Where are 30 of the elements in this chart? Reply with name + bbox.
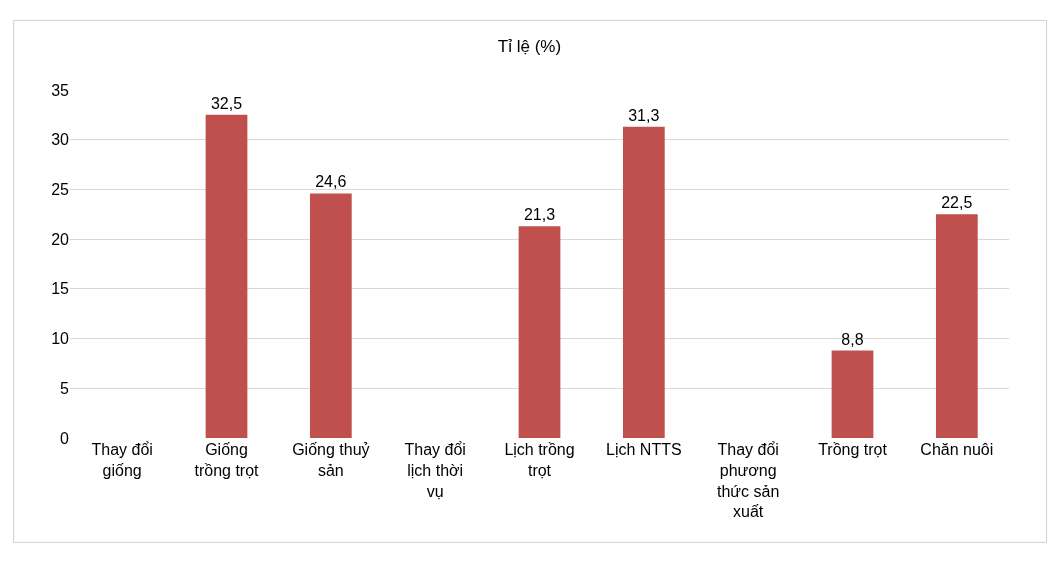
x-tick-label: Trồng trọt: [818, 441, 888, 458]
y-tick-label: 30: [51, 131, 70, 149]
x-tick-label: Thay đổi phương thức sản xuất: [717, 441, 780, 521]
bar: [622, 126, 665, 438]
x-tick-label: Giống thuỷ sản: [292, 441, 370, 479]
x-tick-label: Lịch trồng trọt: [504, 441, 575, 479]
x-tick-label: Chăn nuôi: [920, 441, 994, 458]
y-tick-label: 0: [60, 429, 70, 447]
bar: [831, 350, 874, 438]
data-label: 22,5: [941, 194, 973, 212]
y-tick-label: 25: [51, 181, 70, 199]
data-label: 31,3: [628, 106, 660, 124]
data-label: 24,6: [315, 173, 347, 191]
data-label: 8,8: [841, 330, 864, 348]
x-tick-label: Thay đổi lịch thời vụ: [404, 441, 466, 500]
y-tick-label: 5: [60, 379, 70, 397]
x-tick-label: Giống trồng trọt: [194, 441, 260, 479]
x-tick-label: Lịch NTTS: [606, 441, 682, 458]
y-tick-label: 20: [51, 230, 70, 248]
bar: [309, 193, 352, 438]
bar: [935, 214, 978, 438]
y-tick-label: 15: [51, 280, 70, 298]
bar: [205, 114, 248, 438]
x-tick-label: Thay đổi giống: [91, 441, 153, 479]
bar: [518, 226, 561, 438]
y-tick-label: 10: [51, 330, 70, 348]
data-label: 21,3: [523, 206, 556, 224]
y-tick-label: 35: [51, 81, 70, 99]
data-label: 32,5: [210, 94, 243, 112]
chart-title: Tỉ lệ (%): [497, 36, 562, 56]
